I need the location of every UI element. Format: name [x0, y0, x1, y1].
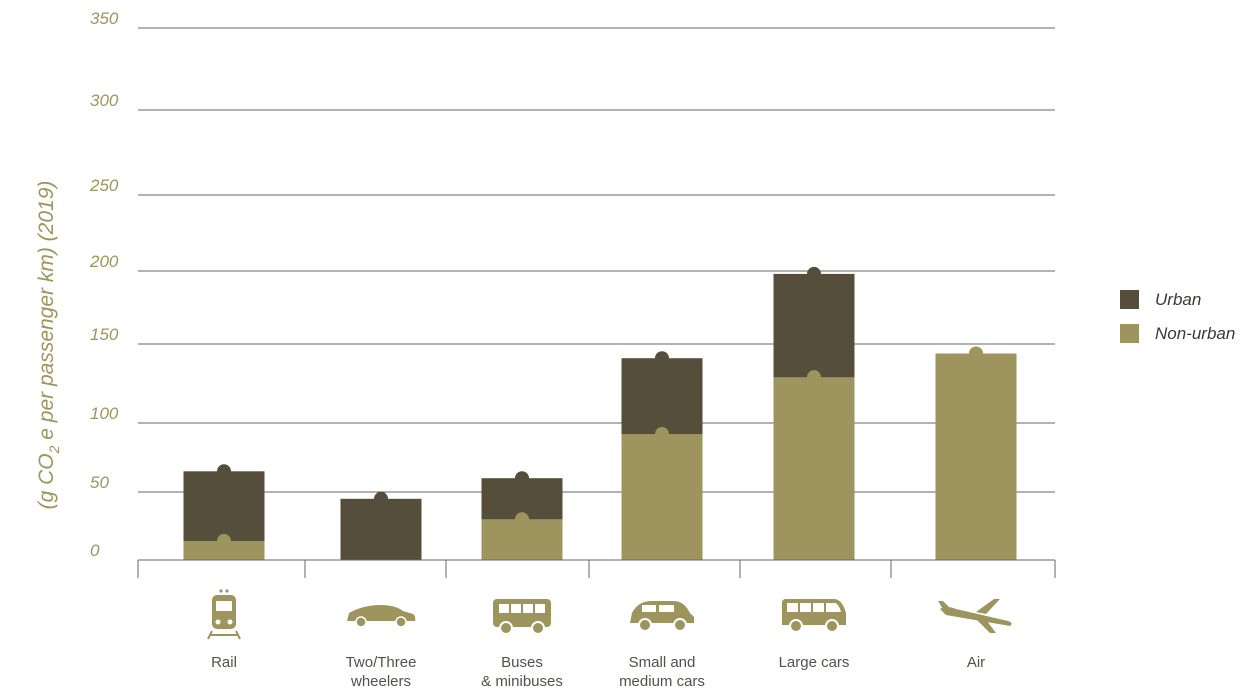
marker-urban [515, 471, 529, 486]
bar-non-urban [621, 434, 703, 560]
y-axis-label: (g CO2 e per passenger km) (2019) [35, 181, 62, 510]
van-icon [782, 599, 846, 633]
marker-non-urban [655, 427, 669, 442]
y-tick-label: 200 [89, 252, 119, 271]
motorcycle-icon [347, 605, 416, 628]
y-tick-label: 100 [90, 404, 119, 423]
marker-urban [374, 491, 388, 506]
category-label: Air [967, 654, 985, 671]
airplane-icon [938, 599, 1012, 633]
category-label: Buses & minibuses [481, 654, 563, 690]
category-label: Small and medium cars [619, 654, 705, 690]
x-axis [137, 559, 1056, 578]
y-tick-label: 0 [90, 541, 100, 560]
marker-urban [807, 266, 821, 281]
legend-label-non-urban: Non-urban [1155, 324, 1235, 343]
legend-swatch-non-urban [1120, 324, 1139, 343]
marker-non-urban [515, 512, 529, 527]
category-label: Large cars [779, 654, 850, 671]
y-tick-label: 250 [89, 176, 119, 195]
category-label: Two/Three wheelers [346, 654, 417, 690]
category-icons [207, 589, 1012, 640]
bus-icon [493, 599, 551, 635]
legend-swatch-urban [1120, 290, 1139, 309]
y-tick-label: 50 [90, 473, 109, 492]
bar-urban [340, 498, 422, 560]
bars [183, 266, 1017, 560]
y-tick-label: 350 [90, 9, 119, 28]
y-tick-label: 300 [90, 91, 119, 110]
marker-non-urban [807, 370, 821, 385]
marker-urban [655, 351, 669, 366]
category-labels: Rail Two/Three wheelers Buses & minibuses Sma… [211, 654, 985, 690]
train-icon [207, 589, 241, 640]
marker-non-urban [217, 533, 231, 548]
category-label: Rail [211, 654, 237, 671]
marker-urban [217, 464, 231, 479]
marker-non-urban [969, 346, 983, 361]
y-axis-ticks: 0 50 100 150 200 250 300 350 [89, 9, 119, 560]
legend: Urban Non-urban [1120, 290, 1235, 343]
legend-label-urban: Urban [1155, 290, 1201, 309]
y-tick-label: 150 [90, 325, 119, 344]
bar-non-urban [183, 540, 265, 560]
bar-non-urban [773, 377, 855, 560]
car-icon [630, 601, 694, 632]
bar-non-urban [935, 353, 1017, 560]
gridlines [138, 27, 1055, 493]
